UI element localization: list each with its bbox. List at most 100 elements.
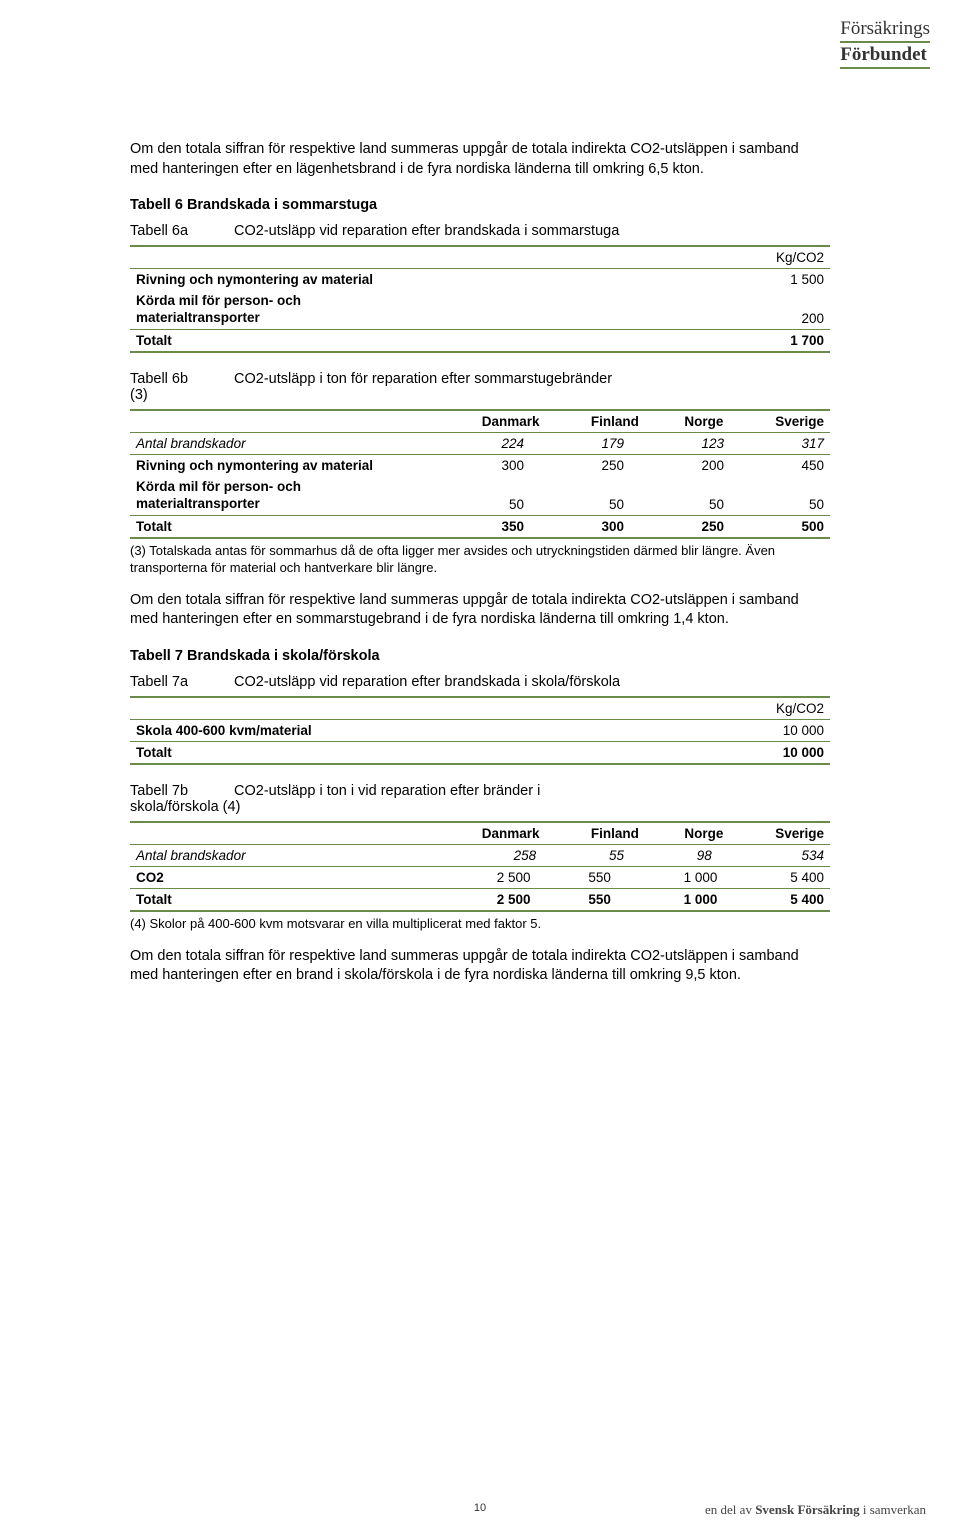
table-6b-body2: Rivning och nymontering av material 300 … [130,455,830,515]
total-value: 1 700 [487,330,830,351]
logo-line1: Försäkrings [840,18,930,40]
cell-value: 550 [537,867,617,888]
cell-label: Rivning och nymontering av material [130,269,721,290]
col-header: Finland [546,823,645,844]
cell-value: 224 [430,433,530,454]
cell-value: 10 000 [675,720,830,741]
rule-icon [130,351,830,353]
table-6a-unit: Kg/CO2 [247,247,830,268]
total-value: 5 400 [723,889,830,910]
col-header: Finland [546,411,645,432]
table-6a-total: Totalt 1 700 [130,330,830,351]
col-header: Danmark [430,823,546,844]
table-6a-body: Rivning och nymontering av material 1 50… [130,269,830,329]
col-header: Sverige [729,411,830,432]
table-6b-caption: Tabell 6b CO2-utsläpp i ton för reparati… [130,371,830,403]
table-6a-caption: Tabell 6a CO2-utsläpp vid reparation eft… [130,223,830,239]
table-7b-label: Tabell 7b [130,783,230,799]
cell-label: CO2 [130,867,430,888]
logo-line2: Förbundet [840,41,930,69]
table-7a-body: Skola 400-600 kvm/material 10 000 [130,720,830,741]
footer-brand-suffix: i samverkan [860,1502,926,1517]
table-7a-caption: Tabell 7a CO2-utsläpp vid reparation eft… [130,674,830,690]
table-7b: Danmark Finland Norge Sverige [130,823,830,844]
col-header: Sverige [729,823,830,844]
table-7b-desc2: skola/förskola (4) [130,799,240,815]
total-label: Totalt [130,516,430,537]
col-header: Danmark [430,411,546,432]
total-value: 250 [630,516,730,537]
table-7b-note: (4) Skolor på 400-600 kvm motsvarar en v… [130,916,830,933]
table-row: Skola 400-600 kvm/material 10 000 [130,720,830,741]
rule-icon [130,910,830,912]
total-value: 300 [530,516,630,537]
table-row: CO2 2 500 550 1 000 5 400 [130,867,830,888]
table-6a: Kg/CO2 [130,247,830,268]
table-7a-label: Tabell 7a [130,674,230,690]
header-row: Danmark Finland Norge Sverige [130,411,830,432]
table-row: Körda mil för person- och [130,290,830,308]
cell-value: 317 [730,433,830,454]
total-value: 500 [730,516,830,537]
cell-value: 450 [730,455,830,476]
total-value: 2 500 [430,889,537,910]
table-7b-caption: Tabell 7b CO2-utsläpp i ton i vid repara… [130,783,830,815]
body-paragraph-2: Om den totala siffran för respektive lan… [130,591,830,630]
table-7a-unit: Kg/CO2 [247,698,830,719]
footer-brand: en del av Svensk Försäkring i samverkan [705,1502,926,1518]
header-logo: Försäkrings Förbundet [840,18,930,69]
table-6b: Danmark Finland Norge Sverige [130,411,830,432]
table-7b-total: Totalt 2 500 550 1 000 5 400 [130,889,830,910]
table-6b-suffix: (3) [130,387,148,403]
intro-paragraph-1: Om den totala siffran för respektive lan… [130,140,830,179]
total-label: Totalt [130,889,430,910]
table-6-title: Tabell 6 Brandskada i sommarstuga [130,197,830,213]
col-header: Norge [645,411,729,432]
cell-value: 179 [530,433,630,454]
total-value: 350 [430,516,530,537]
total-row: Totalt 1 700 [130,330,830,351]
total-label: Totalt [130,330,487,351]
table-row: Antal brandskador 224 179 123 317 [130,433,830,454]
cell-value: 50 [730,494,830,515]
cell-value: 200 [630,455,730,476]
table-row: materialtransporter 200 [130,308,830,329]
table-7b-body2: CO2 2 500 550 1 000 5 400 [130,867,830,888]
total-value: 10 000 [461,742,830,763]
cell-value: 50 [530,494,630,515]
total-value: 550 [537,889,617,910]
table-6b-desc: CO2-utsläpp i ton för reparation efter s… [234,371,612,387]
total-row: Totalt 10 000 [130,742,830,763]
total-label: Totalt [130,742,461,763]
cell-value: 50 [430,494,530,515]
table-row: Antal brandskador 258 55 98 534 [130,845,830,866]
cell-label-1: Körda mil för person- och [130,476,430,494]
cell-label-1: Körda mil för person- och [130,290,721,308]
cell-value: 2 500 [430,867,537,888]
cell-label: Skola 400-600 kvm/material [130,720,675,741]
cell-value: 123 [630,433,730,454]
cell-label-2: materialtransporter [130,494,430,515]
col-header: Norge [645,823,729,844]
cell-label: Rivning och nymontering av material [130,455,430,476]
table-6b-body: Antal brandskador 224 179 123 317 [130,433,830,454]
total-row: Totalt 2 500 550 1 000 5 400 [130,889,830,910]
table-row: materialtransporter 50 50 50 50 [130,494,830,515]
table-7-title: Tabell 7 Brandskada i skola/förskola [130,648,830,664]
page-content: Om den totala siffran för respektive lan… [130,140,830,1004]
cell-value: 300 [430,455,530,476]
cell-label-2: materialtransporter [130,308,721,329]
cell-value: 55 [542,845,630,866]
table-6a-label: Tabell 6a [130,223,230,239]
cell-value: 98 [630,845,718,866]
cell-value: 534 [718,845,830,866]
footer-brand-prefix: en del av [705,1502,755,1517]
cell-value: 258 [430,845,542,866]
header-row: Danmark Finland Norge Sverige [130,823,830,844]
rule-icon [130,537,830,539]
total-value: 1 000 [617,889,724,910]
table-row: Rivning och nymontering av material 300 … [130,455,830,476]
table-6b-label: Tabell 6b [130,371,230,387]
table-row: Körda mil för person- och [130,476,830,494]
table-7a-total: Totalt 10 000 [130,742,830,763]
